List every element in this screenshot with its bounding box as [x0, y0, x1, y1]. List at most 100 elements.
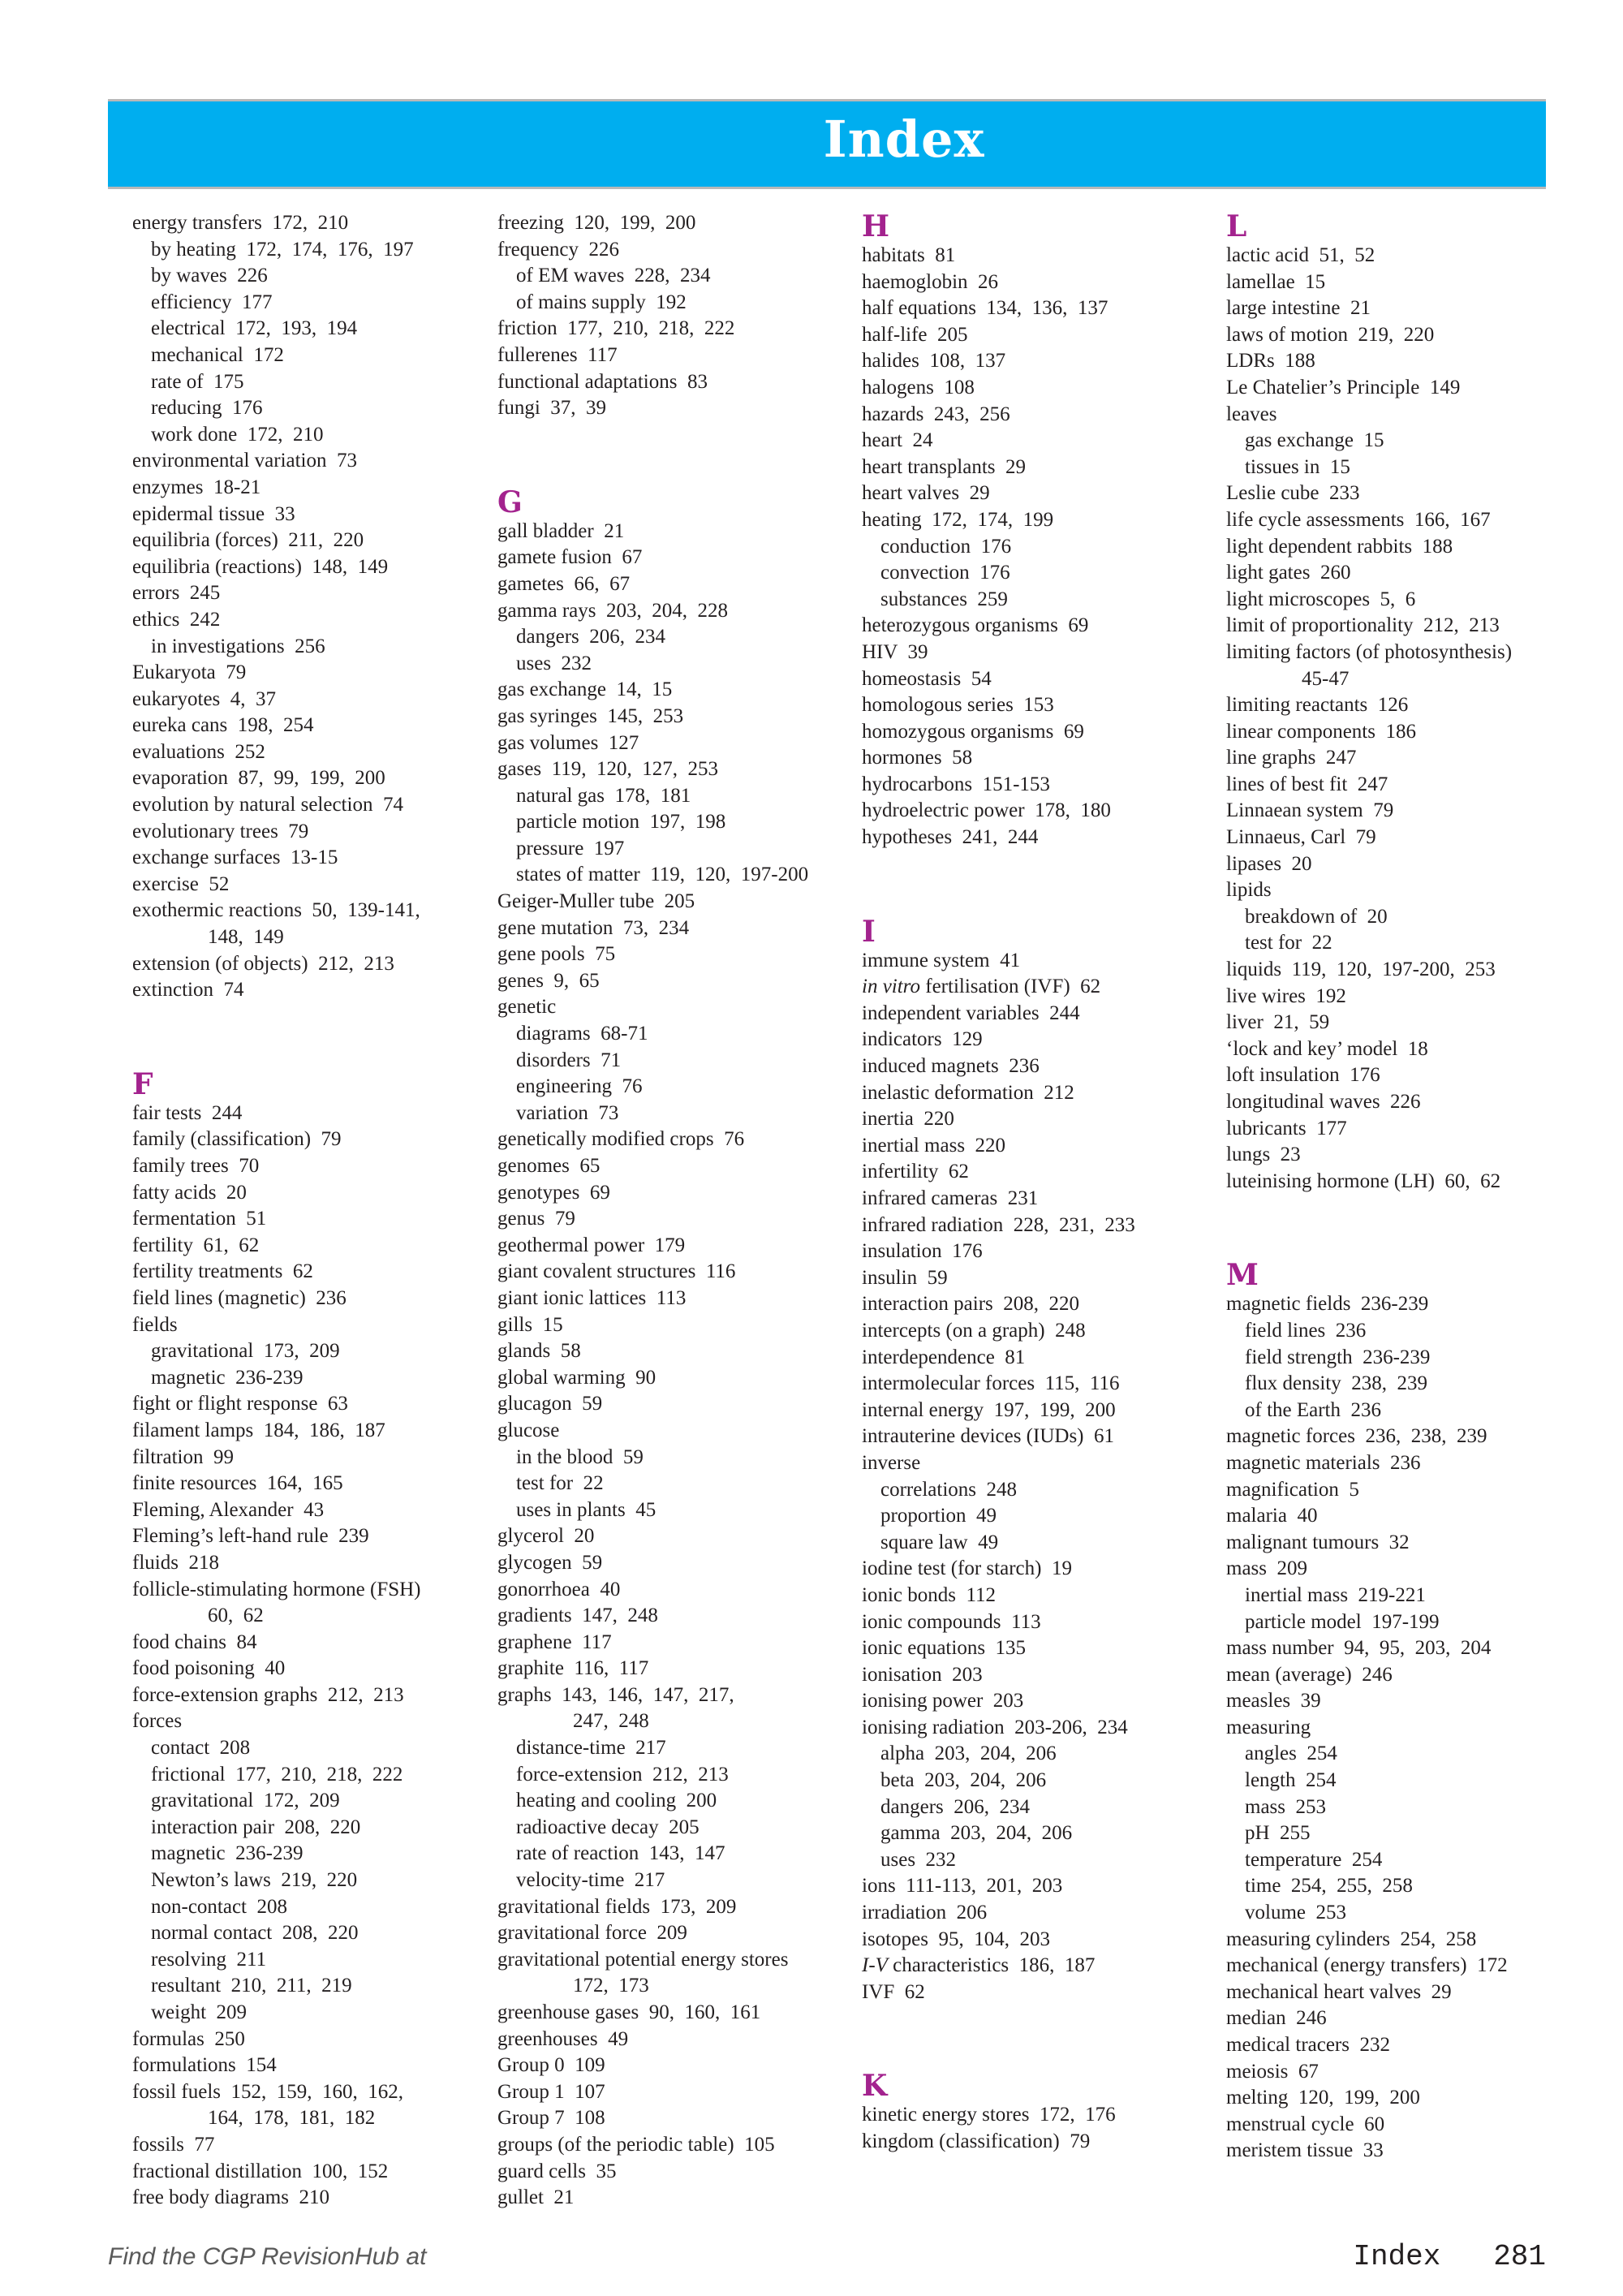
index-entry: light dependent rabbits 188	[1226, 534, 1583, 561]
index-entry: inertial mass 220	[862, 1133, 1219, 1160]
entry-text: inverse	[862, 1451, 921, 1474]
entry-text: length 254	[1245, 1769, 1337, 1792]
entry-text: interdependence 81	[862, 1346, 1026, 1368]
entry-text: heart 24	[862, 429, 933, 452]
entry-text: mass number 94, 95, 203, 204	[1226, 1637, 1492, 1660]
index-entry: LDRs 188	[1226, 348, 1583, 375]
index-entry: interdependence 81	[862, 1345, 1219, 1372]
index-entry: IVF 62	[862, 1979, 1219, 2006]
entry-text: Eukaryota 79	[132, 661, 247, 684]
index-entry: fermentation 51	[132, 1206, 489, 1233]
index-entry: infrared cameras 231	[862, 1186, 1219, 1213]
index-entry: hormones 58	[862, 745, 1219, 772]
index-entry: luteinising hormone (LH) 60, 62	[1226, 1169, 1583, 1195]
index-entry: equilibria (reactions) 148, 149	[132, 554, 489, 581]
index-entry: graphene 117	[497, 1630, 855, 1656]
entry-text: 60, 62	[208, 1605, 264, 1627]
index-entry: fair tests 244	[132, 1101, 489, 1127]
index-subentry: length 254	[1226, 1768, 1583, 1794]
index-entry: fossils 77	[132, 2132, 489, 2159]
entry-text: groups (of the periodic table) 105	[497, 2133, 775, 2156]
entry-text: fossil fuels 152, 159, 160, 162,	[132, 2080, 404, 2103]
entry-text: particle model 197-199	[1245, 1610, 1440, 1633]
entry-text: inertia 220	[862, 1108, 954, 1131]
index-entry: fractional distillation 100, 152	[132, 2159, 489, 2186]
index-entry: energy transfers 172, 210	[132, 210, 489, 237]
index-subentry: gravitational 172, 209	[132, 1788, 489, 1815]
entry-text: gravitational 172, 209	[151, 1790, 340, 1812]
entry-text: isotopes 95, 104, 203	[862, 1928, 1050, 1950]
index-entry: glucagon 59	[497, 1391, 855, 1418]
footer-page-label: Index 281	[1353, 2240, 1546, 2273]
entry-text: genes 9, 65	[497, 969, 600, 992]
index-subentry: conduction 176	[862, 534, 1219, 561]
section-gap	[132, 1004, 489, 1068]
entry-text: resultant 210, 211, 219	[151, 1975, 352, 1997]
entry-text: inertial mass 219-221	[1245, 1583, 1426, 1606]
entry-text: interaction pair 208, 220	[151, 1816, 361, 1838]
index-entry: epidermal tissue 33	[132, 502, 489, 528]
entry-text: resolving 211	[151, 1948, 267, 1971]
index-subentry: normal contact 208, 220	[132, 1920, 489, 1947]
entry-text: intercepts (on a graph) 248	[862, 1319, 1086, 1342]
entry-text: frequency 226	[497, 238, 619, 261]
entry-text: gamma rays 203, 204, 228	[497, 599, 728, 622]
entry-text: in investigations 256	[151, 635, 325, 657]
entry-text: disorders 71	[516, 1049, 622, 1071]
entry-text: luteinising hormone (LH) 60, 62	[1226, 1170, 1501, 1192]
entry-text: Group 1 107	[497, 2080, 605, 2103]
entry-text: rate of reaction 143, 147	[516, 1842, 725, 1865]
index-entry: fossil fuels 152, 159, 160, 162,	[132, 2079, 489, 2106]
entry-text: ionising radiation 203-206, 234	[862, 1716, 1128, 1738]
entry-text: fight or flight response 63	[132, 1393, 348, 1415]
entry-text: meiosis 67	[1226, 2060, 1319, 2083]
index-entry: measuring cylinders 254, 258	[1226, 1927, 1583, 1954]
entry-text: velocity-time 217	[516, 1869, 665, 1892]
index-subentry: time 254, 255, 258	[1226, 1873, 1583, 1900]
index-entry: ionising power 203	[862, 1688, 1219, 1715]
index-entry: habitats 81	[862, 243, 1219, 269]
index-entry: Linnaean system 79	[1226, 798, 1583, 825]
index-entry: half equations 134, 136, 137	[862, 295, 1219, 322]
index-subentry: force-extension 212, 213	[497, 1762, 855, 1789]
section-gap	[862, 2005, 1219, 2070]
entry-text: fullerenes 117	[497, 343, 618, 366]
entry-text: fossils 77	[132, 2133, 215, 2156]
entry-text: intrauterine devices (IUDs) 61	[862, 1425, 1114, 1448]
entry-text: enzymes 18-21	[132, 476, 261, 498]
index-entry: enzymes 18-21	[132, 475, 489, 502]
index-entry: Fleming, Alexander 43	[132, 1497, 489, 1524]
index-subentry: radioactive decay 205	[497, 1815, 855, 1842]
entry-text: fungi 37, 39	[497, 397, 607, 420]
entry-text: giant covalent structures 116	[497, 1260, 736, 1283]
entry-text: ionic bonds 112	[862, 1583, 997, 1606]
entry-text: lipases 20	[1226, 852, 1312, 875]
index-entry: live wires 192	[1226, 984, 1583, 1010]
entry-text: environmental variation 73	[132, 450, 358, 472]
index-entry: geothermal power 179	[497, 1233, 855, 1260]
entry-text: lines of best fit 247	[1226, 773, 1388, 795]
index-entry: genomes 65	[497, 1153, 855, 1180]
index-entry: greenhouse gases 90, 160, 161	[497, 2000, 855, 2027]
index-subentry: gas exchange 15	[1226, 428, 1583, 454]
index-entry: glycogen 59	[497, 1550, 855, 1577]
entry-text: gases 119, 120, 127, 253	[497, 758, 718, 781]
index-entry: global warming 90	[497, 1365, 855, 1392]
index-subentry: engineering 76	[497, 1074, 855, 1101]
section-gap	[862, 851, 1219, 915]
index-entry: ‘lock and key’ model 18	[1226, 1036, 1583, 1063]
entry-text: half-life 205	[862, 323, 968, 346]
index-entry: meiosis 67	[1226, 2059, 1583, 2086]
entry-text: mechanical (energy transfers) 172	[1226, 1954, 1508, 1977]
index-subentry: non-contact 208	[132, 1894, 489, 1921]
index-subentry: weight 209	[132, 2000, 489, 2027]
page-title: Index	[823, 110, 985, 169]
index-entry: hypotheses 241, 244	[862, 825, 1219, 851]
entry-text: kinetic energy stores 172, 176	[862, 2104, 1116, 2126]
letter-heading: K	[862, 2070, 1219, 2102]
entry-text: lipids	[1226, 879, 1272, 902]
index-entry-continuation: 172, 173	[497, 1973, 855, 2000]
entry-text: measuring	[1226, 1716, 1311, 1738]
entry-text: F	[132, 1066, 153, 1101]
index-entry: ions 111-113, 201, 203	[862, 1873, 1219, 1900]
